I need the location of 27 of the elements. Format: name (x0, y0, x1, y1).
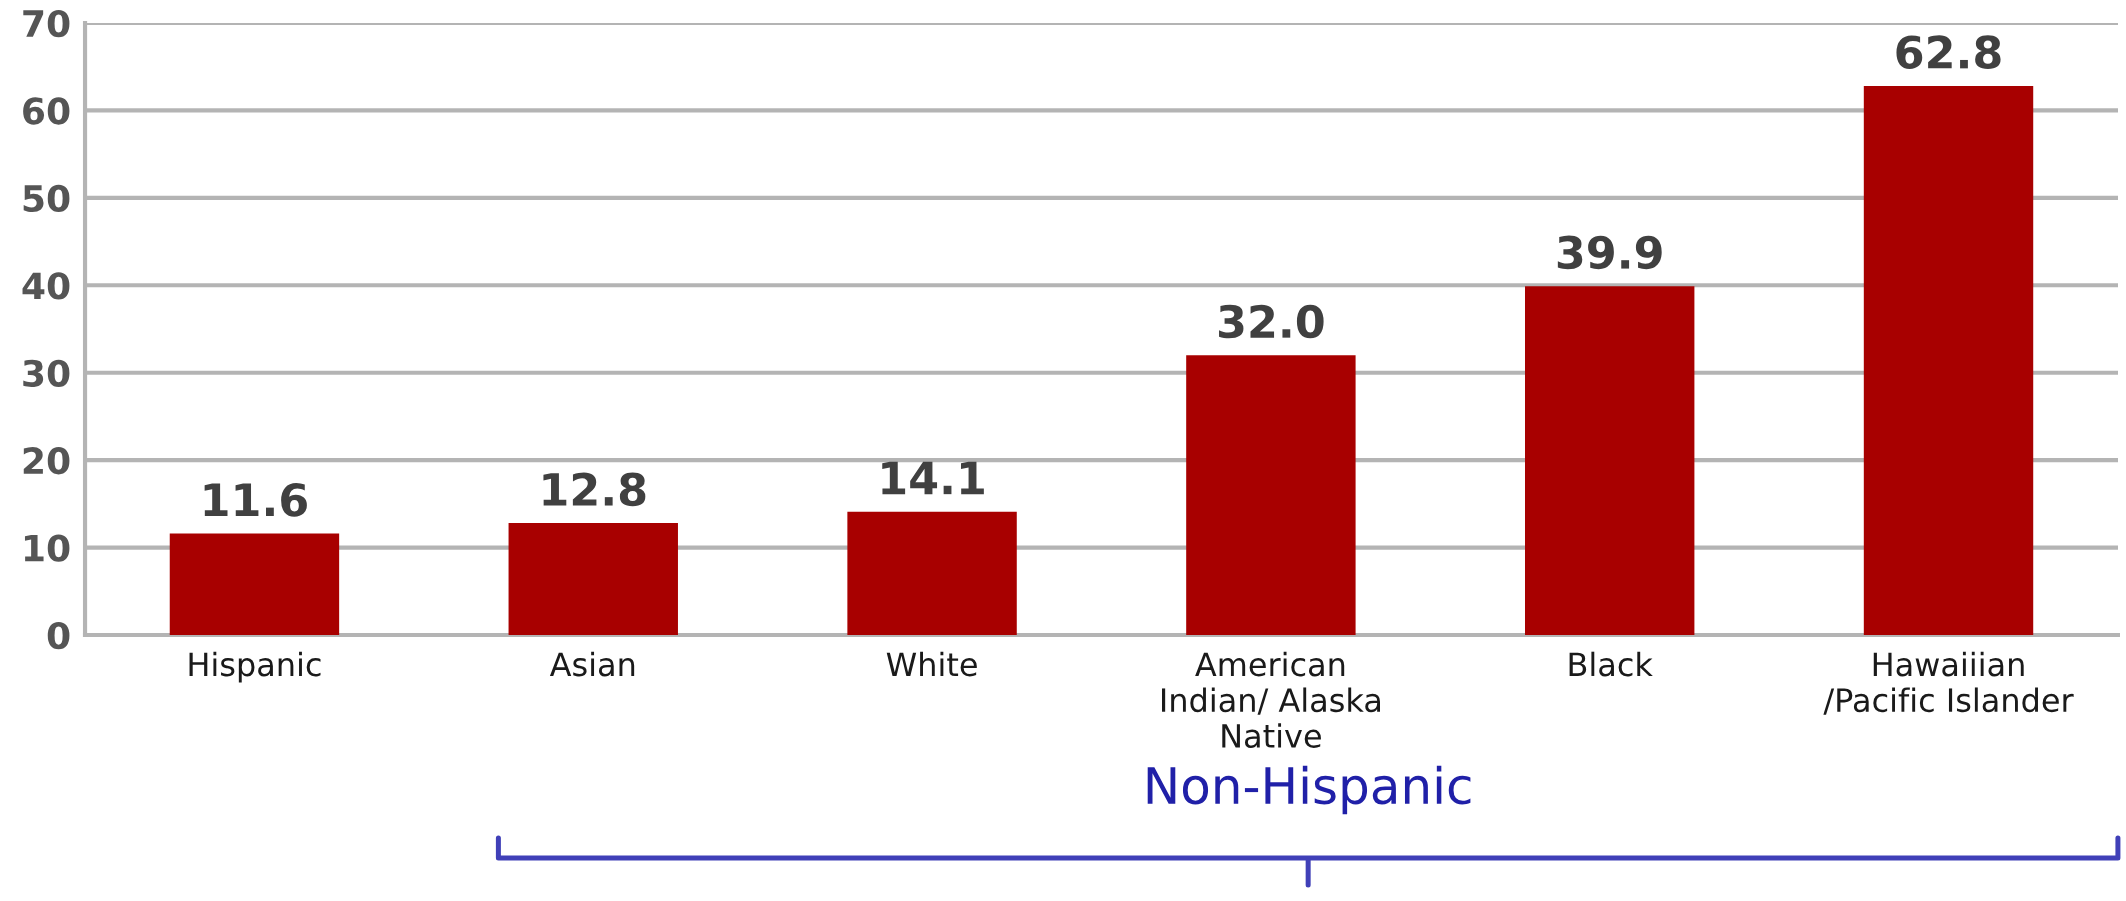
data-label: 32.0 (1219, 304, 1324, 339)
y-tick-label: 30 (23, 359, 70, 387)
bar (1525, 286, 1695, 636)
text: Non-Hispanic (1147, 765, 1471, 815)
y-tick-label: 40 (22, 272, 70, 300)
bar (169, 533, 340, 636)
x-tick-label: American Indian/ Alaska Native (1162, 651, 1380, 748)
y-tick-label: 60 (23, 97, 70, 125)
y-tick-label: 0 (47, 621, 70, 650)
data-label: 14.1 (882, 461, 984, 495)
y-tick-label: 70 (23, 9, 70, 38)
x-tick-label: Asian (549, 651, 635, 677)
bar (847, 511, 1017, 636)
data-label: 11.6 (204, 483, 307, 517)
bar (1186, 355, 1356, 636)
data-label: 62.8 (1896, 35, 2001, 69)
x-tick-label: Hawaiiian /Pacific Islander (1823, 651, 2074, 715)
x-tick-label: White (886, 651, 977, 677)
bar (1863, 85, 2034, 636)
data-label: 39.9 (1557, 235, 1662, 270)
x-tick-label: Hispanic (189, 651, 321, 683)
x-tick-label: Black (1569, 651, 1653, 677)
y-tick-label: 20 (23, 447, 70, 475)
y-tick-label: 50 (23, 184, 70, 213)
bar (508, 523, 678, 636)
y-tick-label: 10 (24, 534, 70, 562)
data-label: 12.8 (543, 472, 646, 507)
